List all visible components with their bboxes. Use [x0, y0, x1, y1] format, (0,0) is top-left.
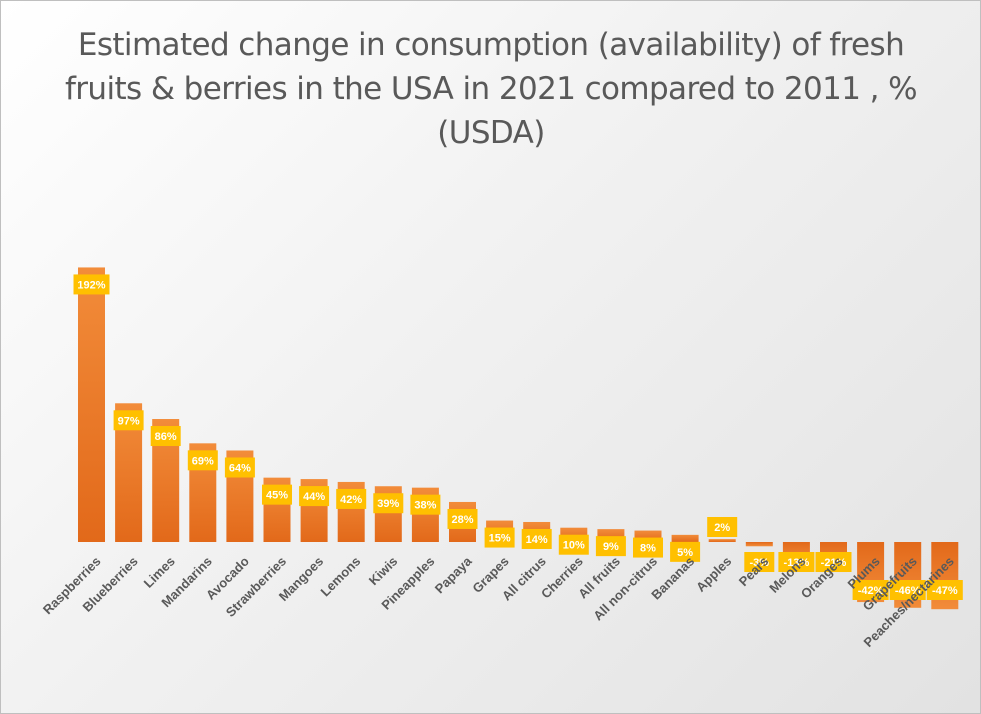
data-label: -46%	[895, 585, 921, 597]
data-label-box	[410, 494, 441, 515]
data-label-box	[187, 450, 218, 471]
bar-all-non-citrus	[634, 530, 662, 542]
data-label-box	[113, 410, 144, 431]
data-label-box	[707, 517, 738, 537]
chart-title: Estimated change in consumption (availab…	[64, 27, 918, 151]
data-label-box	[521, 528, 552, 549]
data-label-box	[224, 457, 255, 478]
data-label: 39%	[377, 498, 399, 510]
data-label: 69%	[192, 455, 214, 467]
data-label: 10%	[563, 540, 585, 552]
data-label-box	[150, 426, 181, 447]
data-label: 45%	[266, 490, 288, 502]
data-label-box	[595, 536, 626, 557]
bar-raspberries	[78, 267, 105, 542]
data-label-box	[670, 541, 701, 562]
data-label-box	[73, 274, 110, 295]
data-label: 28%	[451, 514, 473, 526]
data-label: 2%	[714, 522, 730, 534]
data-labels: 192% 97% 86% 69% 64% 45% 44% 42% 39% 38% 28% 15% 14%…	[73, 274, 963, 600]
data-label: 97%	[118, 415, 140, 427]
data-label-box	[926, 580, 963, 600]
tick-label: Papaya	[432, 553, 475, 596]
bar-bananas	[671, 534, 699, 542]
data-label-box	[852, 580, 889, 600]
data-label: 14%	[526, 534, 548, 546]
data-label: -21%	[821, 557, 847, 569]
data-label-box	[633, 537, 663, 558]
data-label-box	[299, 486, 330, 507]
data-label-box	[336, 488, 367, 509]
data-label: 86%	[155, 431, 177, 443]
data-label: 38%	[414, 500, 436, 512]
data-label: -13%	[784, 557, 810, 569]
data-label: 42%	[340, 494, 362, 506]
data-label-box	[815, 552, 852, 572]
data-label-box	[262, 484, 292, 505]
data-label-box	[484, 527, 515, 548]
bar-pears	[745, 542, 773, 547]
bar-series	[78, 267, 959, 610]
data-label-box	[447, 508, 478, 529]
data-label: 15%	[489, 533, 511, 545]
tick-label: Kiwis	[366, 554, 401, 589]
data-label: -47%	[932, 585, 958, 597]
bar-apples	[708, 539, 736, 542]
data-label: 44%	[303, 491, 325, 503]
data-label: 64%	[229, 462, 251, 474]
data-label-box	[778, 552, 815, 572]
data-label: -42%	[858, 585, 884, 597]
data-label-box	[558, 534, 589, 555]
data-label-box	[373, 493, 404, 514]
data-label: 5%	[677, 547, 693, 559]
data-label-box	[889, 580, 926, 600]
data-label: 8%	[640, 543, 656, 555]
data-label: 192%	[77, 279, 105, 291]
data-label: -3%	[750, 557, 770, 569]
tick-label: Lemons	[317, 554, 363, 600]
data-label-box	[744, 552, 775, 572]
data-label: 9%	[603, 541, 619, 553]
